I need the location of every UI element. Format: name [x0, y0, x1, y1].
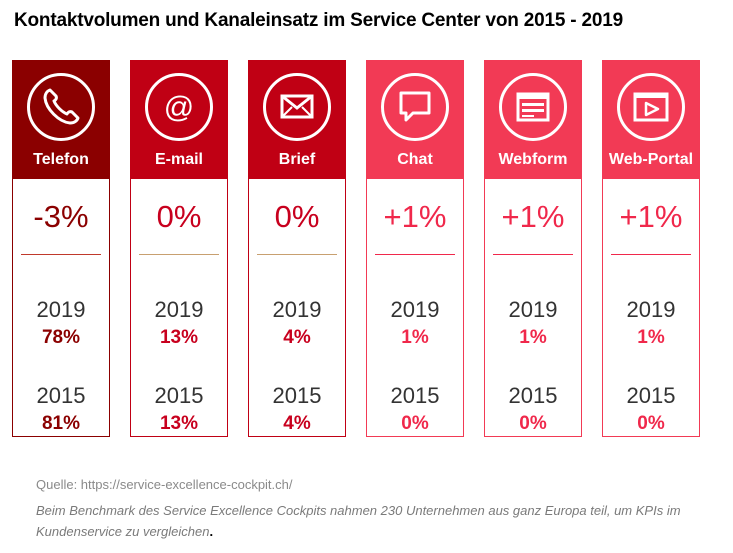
year-label: 2019 — [508, 297, 558, 322]
channel-label: Web-Portal — [608, 151, 694, 168]
channel-cards: Telefon -3% 2019 78% 2015 81% @ E-mail 0… — [12, 60, 722, 440]
footnote: Beim Benchmark des Service Excellence Co… — [36, 500, 726, 542]
channel-card-web-portal: Web-Portal +1% 2019 1% 2015 0% — [602, 60, 700, 437]
card-header: Webform — [485, 61, 581, 179]
change-value: 0% — [156, 199, 202, 234]
value-2015: 0% — [637, 413, 665, 434]
value-2019: 1% — [637, 327, 665, 348]
change-value: +1% — [619, 199, 683, 234]
value-2015: 4% — [283, 413, 311, 434]
value-2019: 78% — [41, 327, 81, 348]
card-header: @ E-mail — [131, 61, 227, 179]
year-label: 2015 — [36, 383, 86, 408]
source-text: Quelle: https://service-excellence-cockp… — [36, 477, 293, 492]
channel-card-telefon: Telefon -3% 2019 78% 2015 81% — [12, 60, 110, 437]
year-label: 2019 — [272, 297, 322, 322]
year-label: 2019 — [390, 297, 440, 322]
play-window-icon — [617, 73, 685, 141]
change-value: 0% — [274, 199, 320, 234]
channel-label: E-mail — [154, 151, 203, 168]
year-label: 2015 — [272, 383, 322, 408]
divider — [139, 254, 219, 255]
year-label: 2015 — [390, 383, 440, 408]
svg-text:@: @ — [164, 91, 194, 124]
value-2019: 4% — [283, 327, 311, 348]
year-label: 2015 — [626, 383, 676, 408]
channel-card-webform: Webform +1% 2019 1% 2015 0% — [484, 60, 582, 437]
channel-card-brief: Brief 0% 2019 4% 2015 4% — [248, 60, 346, 437]
footnote-end: . — [209, 524, 214, 539]
web-form-icon — [499, 73, 567, 141]
value-2015: 0% — [519, 413, 547, 434]
change-value: +1% — [383, 199, 447, 234]
card-header: Web-Portal — [603, 61, 699, 179]
divider — [493, 254, 573, 255]
footnote-text: Beim Benchmark des Service Excellence Co… — [36, 503, 681, 539]
value-2015: 81% — [41, 413, 81, 434]
change-value: +1% — [501, 199, 565, 234]
chart-title: Kontaktvolumen und Kanaleinsatz im Servi… — [14, 10, 623, 31]
value-2015: 13% — [159, 413, 199, 434]
year-label: 2019 — [36, 297, 86, 322]
phone-icon — [27, 73, 95, 141]
divider — [21, 254, 101, 255]
change-value: -3% — [33, 199, 89, 234]
card-header: Chat — [367, 61, 463, 179]
value-2019: 1% — [519, 327, 547, 348]
value-2019: 13% — [159, 327, 199, 348]
year-label: 2015 — [508, 383, 558, 408]
channel-label: Chat — [397, 151, 433, 168]
year-label: 2015 — [154, 383, 204, 408]
chat-bubble-icon — [381, 73, 449, 141]
year-label: 2019 — [154, 297, 204, 322]
card-header: Telefon — [13, 61, 109, 179]
channel-card-email: @ E-mail 0% 2019 13% 2015 13% — [130, 60, 228, 437]
value-2019: 1% — [401, 327, 429, 348]
year-label: 2019 — [626, 297, 676, 322]
value-2015: 0% — [401, 413, 429, 434]
channel-card-chat: Chat +1% 2019 1% 2015 0% — [366, 60, 464, 437]
channel-label: Brief — [278, 151, 316, 168]
divider — [257, 254, 337, 255]
divider — [611, 254, 691, 255]
envelope-icon — [263, 73, 331, 141]
channel-label: Telefon — [33, 151, 89, 168]
card-header: Brief — [249, 61, 345, 179]
divider — [375, 254, 455, 255]
channel-label: Webform — [498, 151, 568, 168]
at-sign-icon: @ — [145, 73, 213, 141]
